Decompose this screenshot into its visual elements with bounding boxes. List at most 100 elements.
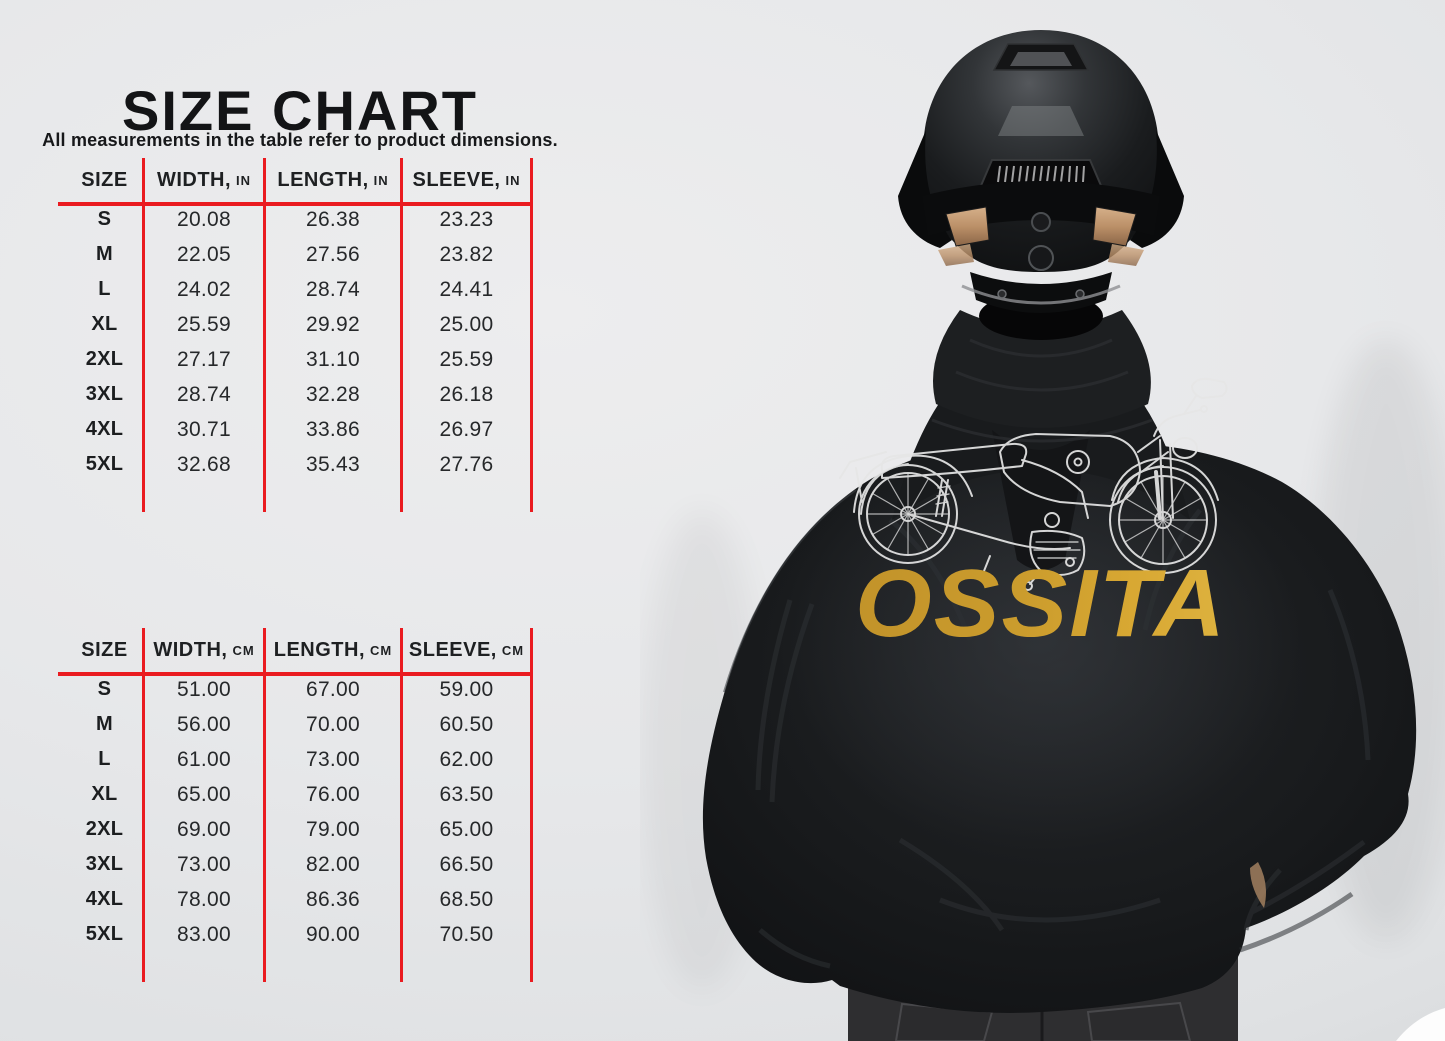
value-cell: 61.00	[176, 747, 232, 771]
value-cell: 24.02	[176, 277, 232, 301]
copper-reflector-right	[1092, 206, 1137, 247]
size-table-inches: SIZE S M L XL 2XL 3XL 4XL 5XL WIDTH, IN 2…	[58, 158, 533, 512]
table-header-underline	[58, 672, 533, 676]
column-length-cm: LENGTH, CM 67.00 70.00 73.00 76.00 79.00 …	[263, 628, 400, 982]
value-cell: 70.50	[439, 922, 494, 946]
column-header: LENGTH, CM	[266, 628, 400, 672]
value-cell: 23.23	[439, 207, 494, 231]
column-header: SLEEVE, CM	[403, 628, 530, 672]
value-cell: 26.97	[439, 417, 494, 441]
value-cell: 60.50	[439, 712, 494, 736]
size-label-cell: M	[96, 243, 113, 265]
column-header: WIDTH, IN	[145, 158, 263, 202]
column-header-label: SLEEVE,	[412, 168, 501, 191]
size-label-cell: 4XL	[85, 888, 124, 910]
size-table-cm: SIZE S M L XL 2XL 3XL 4XL 5XL WIDTH, CM 5…	[58, 628, 533, 982]
value-cell: 51.00	[176, 677, 232, 701]
column-header-unit: CM	[232, 642, 255, 658]
size-label-cell: 3XL	[85, 383, 124, 405]
value-cell: 25.00	[439, 312, 494, 336]
column-header-unit: CM	[501, 642, 525, 658]
value-cell: 33.86	[305, 417, 361, 441]
value-cell: 86.36	[305, 887, 361, 911]
value-cell: 26.18	[439, 382, 494, 406]
value-cell: 28.74	[176, 382, 232, 406]
value-cell: 70.00	[305, 712, 361, 736]
value-cell: 31.10	[305, 347, 361, 371]
size-label-cell: 2XL	[85, 348, 124, 370]
value-cell: 73.00	[305, 747, 361, 771]
value-cell: 63.50	[439, 782, 494, 806]
size-label-cell: XL	[91, 783, 118, 805]
column-size: SIZE S M L XL 2XL 3XL 4XL 5XL	[67, 628, 142, 982]
size-label-cell: L	[98, 748, 111, 770]
column-header-label: SIZE	[81, 638, 128, 661]
helmet-emblem	[1028, 245, 1054, 271]
hoodie-body	[702, 430, 1417, 1013]
value-cell: 20.08	[176, 207, 232, 231]
column-header: SLEEVE, IN	[403, 158, 530, 202]
copper-reflector-left	[945, 206, 990, 247]
value-cell: 32.28	[305, 382, 361, 406]
value-cell: 65.00	[176, 782, 232, 806]
value-cell: 22.05	[176, 242, 232, 266]
value-cell: 32.68	[176, 452, 232, 476]
page-subtitle: All measurements in the table refer to p…	[42, 130, 558, 150]
value-cell: 76.00	[305, 782, 361, 806]
size-label-cell: 5XL	[85, 453, 124, 475]
column-width-in: WIDTH, IN 20.08 22.05 24.02 25.59 27.17 2…	[142, 158, 263, 512]
helmet-reflection	[998, 106, 1084, 136]
page-title: SIZE CHART	[122, 78, 478, 142]
size-label-cell: 4XL	[85, 418, 124, 440]
column-header-unit: IN	[505, 172, 521, 188]
column-header: WIDTH, CM	[145, 628, 263, 672]
value-cell: 79.00	[305, 817, 361, 841]
value-cell: 83.00	[176, 922, 232, 946]
corner-accent	[1396, 1008, 1445, 1041]
size-label-cell: M	[96, 713, 113, 735]
value-cell: 30.71	[176, 417, 232, 441]
value-cell: 66.50	[439, 852, 494, 876]
size-label-cell: S	[97, 678, 112, 700]
value-cell: 69.00	[176, 817, 232, 841]
column-header-label: SIZE	[81, 168, 128, 191]
column-header: LENGTH, IN	[266, 158, 400, 202]
value-cell: 59.00	[439, 677, 494, 701]
value-cell: 82.00	[305, 852, 361, 876]
hood	[892, 310, 1190, 570]
helmet-chin	[970, 272, 1112, 313]
hood-folds	[931, 338, 1153, 443]
column-width-cm: WIDTH, CM 51.00 56.00 61.00 65.00 69.00 7…	[142, 628, 263, 982]
rear-wheel	[858, 464, 958, 564]
column-header-label: WIDTH,	[153, 638, 228, 661]
value-cell: 25.59	[439, 347, 494, 371]
size-label-cell: 5XL	[85, 923, 124, 945]
value-cell: 90.00	[305, 922, 361, 946]
column-header-label: WIDTH,	[156, 168, 232, 191]
column-header: SIZE	[67, 628, 142, 672]
value-cell: 27.17	[176, 347, 232, 371]
value-cell: 27.76	[439, 452, 494, 476]
column-header-unit: IN	[373, 172, 389, 188]
size-label-cell: S	[97, 208, 112, 230]
helmet	[898, 30, 1184, 340]
value-cell: 25.59	[176, 312, 232, 336]
column-sleeve-in: SLEEVE, IN 23.23 23.82 24.41 25.00 25.59 …	[400, 158, 533, 512]
value-cell: 27.56	[305, 242, 361, 266]
brand-text-ossita: OSSITA	[855, 550, 1227, 657]
column-header-label: LENGTH,	[277, 168, 369, 191]
value-cell: 68.50	[439, 887, 494, 911]
column-header-label: SLEEVE,	[408, 638, 497, 661]
size-label-cell: L	[98, 278, 111, 300]
table-header-underline	[58, 202, 533, 206]
page-subtitle-wrap: All measurements in the table refer to p…	[42, 112, 558, 169]
column-header-label: LENGTH,	[273, 638, 366, 661]
value-cell: 73.00	[176, 852, 232, 876]
value-cell: 28.74	[305, 277, 361, 301]
column-length-in: LENGTH, IN 26.38 27.56 28.74 29.92 31.10 …	[263, 158, 400, 512]
size-label-cell: 2XL	[85, 818, 124, 840]
size-label-cell: XL	[91, 313, 118, 335]
value-cell: 56.00	[176, 712, 232, 736]
value-cell: 62.00	[439, 747, 494, 771]
